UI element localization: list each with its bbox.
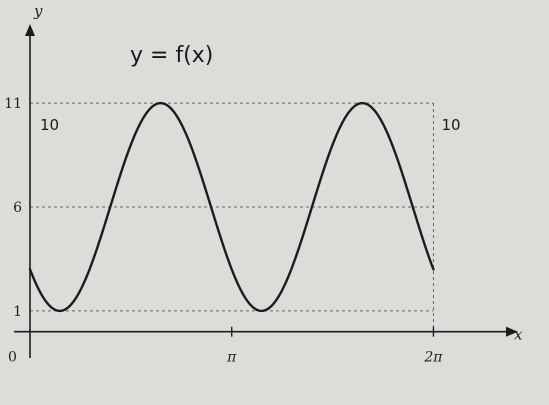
- chart-title: y = f(x): [130, 43, 213, 68]
- tick-labels: 1 6 11 0 π 2π: [4, 96, 443, 366]
- x-tick-label: 0: [8, 350, 17, 366]
- dashed-guides: [30, 102, 434, 332]
- y-tick-label: 11: [4, 96, 22, 112]
- x-axis-label: x: [514, 326, 523, 344]
- series-line: [28, 101, 435, 313]
- annotations: 10 10: [40, 116, 461, 134]
- y-tick-label: 1: [13, 304, 22, 320]
- annotation-label: 10: [40, 116, 59, 134]
- x-tick-label: π: [226, 350, 237, 366]
- y-tick-label: 6: [13, 200, 22, 216]
- x-tick-label: 2π: [423, 350, 443, 366]
- axes: [14, 24, 518, 358]
- x-axis-arrow: [506, 326, 518, 337]
- annotation-label: 10: [441, 116, 460, 134]
- y-axis-label: y: [33, 2, 43, 20]
- y-axis-arrow: [25, 24, 35, 36]
